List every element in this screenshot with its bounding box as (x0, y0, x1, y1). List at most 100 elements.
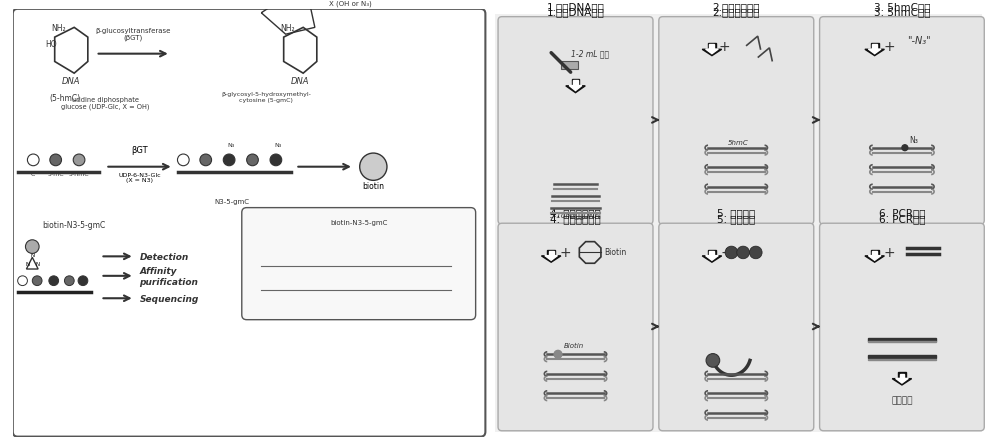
Circle shape (360, 154, 387, 181)
FancyBboxPatch shape (495, 15, 982, 432)
Bar (871, 250, 879, 256)
Text: 5. 磁珠捕获: 5. 磁珠捕获 (717, 214, 755, 224)
FancyBboxPatch shape (13, 10, 485, 437)
Text: N: N (25, 261, 29, 266)
Text: O: O (370, 162, 377, 172)
Polygon shape (865, 50, 884, 57)
Text: +: + (719, 40, 730, 54)
Text: Biotin: Biotin (604, 247, 626, 256)
Circle shape (73, 155, 85, 166)
Bar (708, 44, 716, 50)
Text: DNA: DNA (62, 77, 81, 86)
Bar (868, 341, 936, 343)
Bar (872, 251, 877, 256)
Polygon shape (892, 379, 912, 385)
Bar (871, 44, 879, 50)
Text: 2.添加接头引物: 2.添加接头引物 (713, 2, 760, 12)
Text: C: C (31, 172, 35, 177)
Text: Detection: Detection (139, 252, 189, 261)
Text: +: + (883, 40, 895, 54)
FancyBboxPatch shape (659, 18, 814, 225)
Text: 1.游离DNA提取: 1.游离DNA提取 (547, 2, 604, 12)
Circle shape (18, 276, 27, 286)
Circle shape (27, 155, 39, 166)
Text: Biotin: Biotin (564, 342, 584, 348)
Circle shape (902, 145, 908, 151)
FancyBboxPatch shape (498, 224, 653, 431)
Circle shape (725, 247, 738, 259)
Bar (868, 356, 936, 358)
Text: 1-2 mL 血浆: 1-2 mL 血浆 (571, 49, 609, 59)
Polygon shape (702, 50, 722, 57)
Text: 5-10ng游离DNA: 5-10ng游离DNA (550, 212, 601, 219)
Text: 6. PCR扩增: 6. PCR扩增 (879, 214, 925, 224)
Polygon shape (865, 256, 884, 263)
Text: 3. 5hmC标记: 3. 5hmC标记 (874, 7, 930, 18)
Circle shape (737, 247, 749, 259)
Bar (709, 251, 714, 256)
Text: 4. 点击化学反应: 4. 点击化学反应 (550, 208, 601, 218)
Text: 5-hmC: 5-hmC (69, 172, 89, 177)
Bar (561, 62, 578, 70)
Text: uridine diphosphate
glucose (UDP-Glc, X = OH): uridine diphosphate glucose (UDP-Glc, X … (61, 96, 150, 110)
Text: βGT: βGT (131, 146, 148, 155)
Text: N: N (30, 253, 34, 258)
Text: β-glucosyltransferase
(βGT): β-glucosyltransferase (βGT) (95, 28, 170, 41)
Bar (898, 372, 906, 379)
Text: N: N (35, 261, 39, 266)
Circle shape (706, 354, 720, 367)
Circle shape (78, 276, 88, 286)
Text: HO: HO (45, 40, 57, 49)
Polygon shape (706, 50, 718, 55)
Circle shape (50, 155, 62, 166)
Polygon shape (706, 256, 718, 261)
Text: biotin-N3-5-gmC: biotin-N3-5-gmC (330, 220, 387, 226)
Polygon shape (541, 256, 561, 263)
Circle shape (49, 276, 59, 286)
Bar (572, 80, 579, 87)
Polygon shape (702, 256, 722, 263)
Text: 4. 点击化学反应: 4. 点击化学反应 (550, 214, 601, 224)
Circle shape (200, 155, 212, 166)
Text: 2.添加接头引物: 2.添加接头引物 (713, 7, 760, 18)
Bar (868, 338, 936, 341)
Circle shape (270, 155, 282, 166)
Polygon shape (896, 378, 908, 383)
Text: "-N₃": "-N₃" (907, 36, 930, 46)
FancyBboxPatch shape (242, 208, 476, 320)
Circle shape (32, 276, 42, 286)
Text: NH₂: NH₂ (51, 24, 66, 33)
Bar (547, 250, 555, 256)
Text: 5. 磁珠捕获: 5. 磁珠捕获 (717, 208, 755, 218)
Text: NH₂: NH₂ (280, 24, 295, 33)
Circle shape (25, 240, 39, 254)
Circle shape (223, 155, 235, 166)
Circle shape (749, 247, 762, 259)
Text: (5-hmC): (5-hmC) (49, 94, 80, 103)
Text: 3. 5hmC标记: 3. 5hmC标记 (874, 2, 930, 12)
Text: 二代测序: 二代测序 (891, 395, 913, 404)
Circle shape (64, 276, 74, 286)
Text: Affinity
purification: Affinity purification (139, 267, 198, 286)
Polygon shape (569, 86, 582, 92)
Text: X (OH or N₃): X (OH or N₃) (329, 1, 372, 7)
Text: N₃: N₃ (227, 143, 235, 148)
Polygon shape (868, 256, 881, 261)
Bar (900, 374, 904, 378)
FancyBboxPatch shape (498, 18, 653, 225)
Text: biotin-N3-5-gmC: biotin-N3-5-gmC (42, 221, 105, 230)
Text: 1.游离DNA提取: 1.游离DNA提取 (547, 7, 604, 18)
Text: DNA: DNA (291, 77, 309, 86)
Text: +: + (721, 246, 732, 260)
Text: 5hmC: 5hmC (728, 140, 749, 146)
FancyBboxPatch shape (820, 18, 984, 225)
Text: +: + (560, 246, 572, 260)
Text: N3-5-gmC: N3-5-gmC (215, 198, 250, 204)
Text: β-glycosyl-5-hydroxymethyl-
cytosine (5-gmC): β-glycosyl-5-hydroxymethyl- cytosine (5-… (221, 92, 311, 103)
Bar (868, 359, 936, 360)
Text: +: + (883, 246, 895, 260)
Bar (549, 251, 554, 256)
Circle shape (247, 155, 258, 166)
Polygon shape (545, 256, 557, 261)
Text: biotin: biotin (362, 182, 384, 191)
